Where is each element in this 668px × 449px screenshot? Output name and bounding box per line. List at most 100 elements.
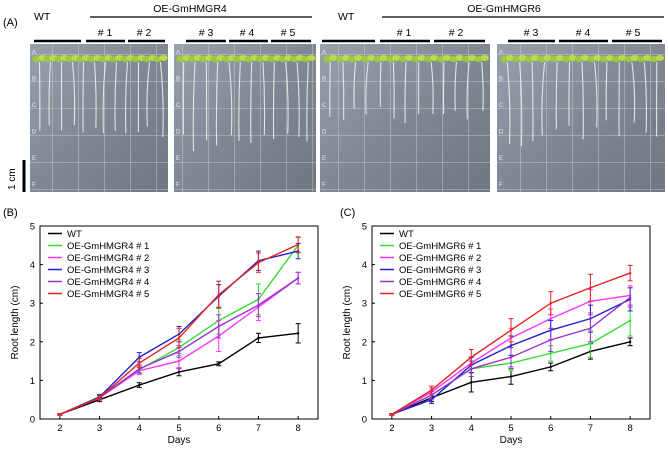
plate-photos: A B C D E F A B C D E F A B C D E F A B C D E F [30,44,665,192]
data-point [177,350,181,353]
root [365,61,369,115]
root [481,61,484,111]
leaf [655,55,664,61]
root [125,61,129,134]
leaf [568,55,577,61]
leaf [341,55,351,61]
root [228,61,233,136]
row-letter: B [32,77,36,83]
line-label: # 3 [524,27,539,39]
series-l4 [389,287,633,416]
x-tick-label: 7 [256,423,261,434]
leaf [392,55,401,61]
legend-entry: OE-GmHMGR4 # 1 [67,241,149,252]
root [82,61,85,133]
line-label: # 2 [449,27,464,39]
leaf [543,55,552,61]
line-label: # 5 [281,27,296,39]
root [159,61,164,138]
panel-c-label: (C) [340,207,355,219]
root [353,61,357,109]
root [519,61,523,146]
line-label: # 1 [397,27,412,39]
root [643,61,647,133]
scale-bar-label: 1 cm [7,168,18,190]
row-letter: C [322,103,327,109]
y-tick-label: 1 [362,376,367,387]
leaf [580,55,590,61]
y-tick-label: 1 [30,376,35,387]
row-letter: D [176,130,181,136]
root [541,61,546,136]
data-point [177,336,181,340]
data-point [470,367,473,371]
data-point [589,286,592,289]
data-point [628,271,632,275]
x-tick-label: 3 [429,423,434,434]
oe-label-left: OE-GmHMGR4 [153,3,227,15]
oe-label-right: OE-GmHMGR6 [467,3,541,15]
x-tick-label: 4 [469,423,474,434]
leaf [506,55,515,61]
leaf [366,55,376,61]
series-l5 [389,264,633,416]
leaf [442,55,452,61]
leaf [593,55,602,61]
root [568,61,571,127]
row-letter: F [499,183,503,189]
y-tick-label: 3 [30,299,35,310]
leaf [404,55,414,61]
root [272,61,275,140]
data-point [257,303,260,307]
root [102,61,107,134]
legend-entry: OE-GmHMGR6 # 4 [399,277,481,288]
root [342,61,345,120]
data-point [217,362,220,366]
panel-b-label: (B) [3,207,18,219]
root [454,61,458,111]
data-point [390,413,394,416]
y-tick-label: 5 [362,222,367,233]
row-letter: B [499,77,503,83]
leaf [430,55,439,61]
legend-entry: WT [67,229,82,240]
row-letter: B [176,77,180,83]
row-letter: C [32,103,37,109]
data-point [138,383,141,387]
y-axis-label: Root length (cm) [10,286,21,360]
data-point [177,359,181,363]
root [506,61,511,145]
root [430,61,434,114]
leaf [379,55,388,61]
row-letter: E [322,156,326,162]
leaf [518,55,527,61]
data-point [98,396,101,399]
data-point [296,276,300,280]
row-letter: B [322,77,326,83]
y-tick-label: 2 [362,337,367,348]
data-point [296,332,300,335]
root [238,61,241,141]
line-label: # 2 [137,27,152,39]
data-point [138,367,141,371]
x-axis-label: Days [500,435,523,446]
root [581,61,584,140]
y-tick-label: 3 [362,299,367,310]
leaf [480,55,489,61]
root [531,61,534,141]
x-tick-label: 2 [389,423,394,434]
data-point [217,293,220,296]
series-l5 [57,236,301,416]
row-letter: E [499,156,503,162]
line-labels-left: # 1 # 2 # 3 # 4 # 5 [98,27,296,39]
root [379,61,382,107]
line-label: # 4 [576,27,591,39]
seedlings [32,55,664,152]
leaf [630,55,640,61]
root [605,61,608,121]
leaf [643,55,652,61]
root [262,61,266,136]
